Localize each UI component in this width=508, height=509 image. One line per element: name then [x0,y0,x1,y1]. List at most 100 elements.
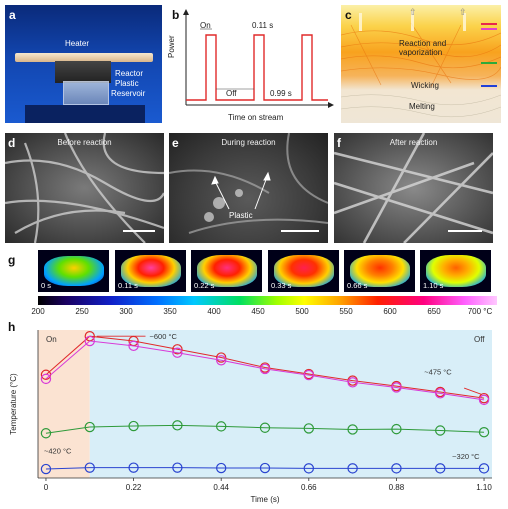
series-point-3 [40,463,52,475]
frame-time: 1.10 s [423,281,444,290]
series-point-3 [84,462,95,473]
base-shadow [25,105,145,123]
sem-image-before: Before reaction [5,133,164,243]
heat-spot [121,255,181,287]
wicking-label: Wicking [411,81,440,90]
panel-label-d: d [8,136,16,150]
reactor-label: Reactor [115,69,144,78]
series-point-1 [128,340,139,352]
thermal-frame: 0.66 s [344,250,415,292]
series-point-2 [347,424,358,435]
x-tick-label: 0.44 [213,483,229,492]
reaction-label: Reaction and [399,39,447,48]
power-off-label: Off [226,89,237,98]
reservoir-cup [63,81,109,105]
before-reaction-label: Before reaction [57,138,112,147]
power-y-label: Power [167,35,176,58]
reservoir-label: Reservoir [111,89,146,98]
series-line-1 [45,340,485,401]
up-arrow-icon: ⇧ [409,7,417,17]
red-marker [481,23,497,25]
after-reaction-label: After reaction [389,138,438,147]
annotation-475: ~475 °C [424,368,452,377]
series-group [40,330,490,475]
scale-bar [281,230,319,232]
power-schematic-chart [183,9,334,108]
x-axis-arrow-icon [328,102,334,108]
thermal-frame: 0.22 s [191,250,262,292]
power-x-label: Time on stream [228,113,284,122]
series-point-2 [478,427,490,438]
green-marker [481,62,497,64]
plastic-label: Plastic [115,79,139,88]
series-point-1 [347,377,358,388]
series-point-2 [128,420,139,432]
colorbar-tick: 700 °C [467,307,493,316]
thermal-frame: 0.33 s [268,250,339,292]
heat-spot [197,255,257,287]
x-tick-label: 0.88 [389,483,405,492]
series-point-1 [172,347,183,358]
series-line-0 [45,335,485,399]
fiber-lines [169,133,328,234]
series-point-2 [391,423,402,435]
series-point-2 [259,422,271,433]
power-on-label: On [200,21,211,30]
temperature-colorbar [38,296,497,305]
series-point-3 [391,463,402,474]
annotation-arrow [463,387,482,395]
heat-spot [44,256,104,286]
power-pulse-line [186,34,328,101]
thermal-frame: 0.11 s [115,250,186,292]
melting-label: Melting [409,102,435,111]
panel-a-photo: Heater Reactor Plastic Reservoir [5,5,162,123]
series-line-2 [45,424,485,434]
series-point-1 [391,382,402,393]
colorbar-tick: 600 [383,307,397,316]
series-point-3 [259,462,271,474]
power-on-time: 0.11 s [252,21,274,30]
series-point-2 [303,423,315,434]
series-point-3 [435,463,446,474]
panel-label-c: c [345,8,352,22]
x-tick-label: 0.66 [301,483,317,492]
sem-image-during: During reaction Plastic [169,133,328,243]
x-tick-label: 0.22 [126,483,142,492]
series-point-3 [215,462,227,474]
on-region [38,330,90,478]
colorbar-tick: 400 [207,307,221,316]
panel-label-e: e [172,136,179,150]
x-ticks: 0 0.22 0.44 0.66 0.88 1.10 [44,478,492,492]
series-point-2 [215,421,227,432]
heat-spot [274,255,334,287]
colorbar-tick: 200 [31,307,45,316]
vaporization-label: vaporization [399,48,443,57]
reactor-block [55,61,111,83]
y-axis-arrow-icon [183,9,189,15]
scale-bar [123,230,155,232]
annotation-arrows [96,335,482,395]
series-point-3 [128,462,139,473]
y-axis-label: Temperature (°C) [9,373,18,435]
panel-label-a: a [9,8,16,22]
series-point-2 [40,428,52,439]
series-point-1 [435,388,446,399]
up-arrow-icon: ⇧ [459,7,467,17]
frame-time: 0.11 s [118,281,138,290]
colorbar-tick: 350 [163,307,177,316]
blue-marker [481,85,497,87]
during-reaction-label: During reaction [221,138,276,147]
series-point-1 [84,335,95,347]
series-point-1 [259,363,271,375]
heat-spot [350,255,410,287]
series-point-0 [215,352,227,363]
x-tick-label: 1.10 [476,483,492,492]
colorbar-tick: 500 [295,307,309,316]
annotation-420: ~420 °C [44,446,72,455]
heater-rod [15,53,153,62]
plastic-annotation: Plastic [229,211,253,220]
fiber-lines [334,133,493,243]
on-region-label: On [46,335,57,344]
x-tick-label: 0 [44,483,49,492]
scale-bar [448,230,482,232]
